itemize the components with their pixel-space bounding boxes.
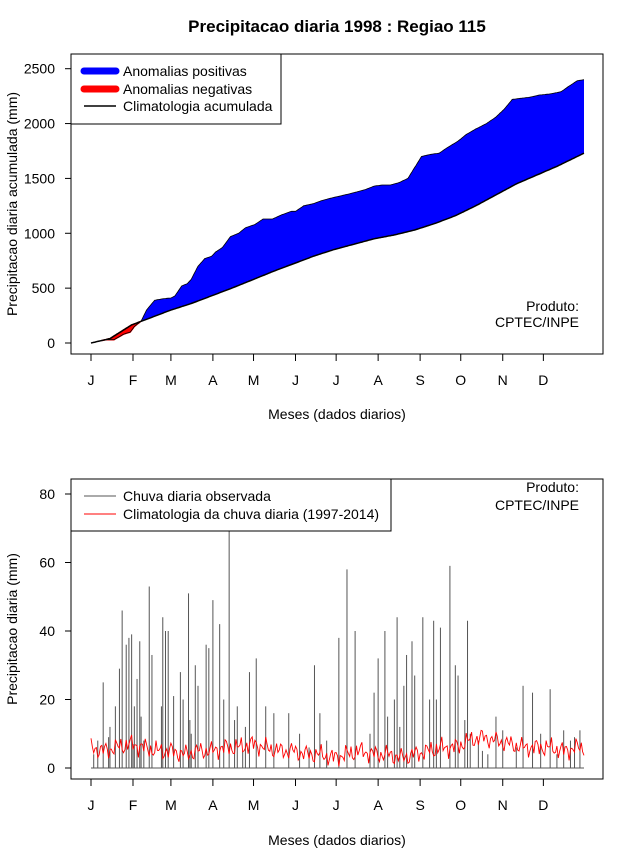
bottom-x-tick-label: N (498, 797, 508, 813)
top-y-tick-label: 1000 (24, 225, 55, 241)
bottom-y-axis: 0 20 40 60 80 (39, 486, 72, 776)
top-y-tick-label: 1500 (24, 170, 55, 186)
top-x-tick-label: O (455, 372, 466, 388)
top-x-tick-label: M (165, 372, 177, 388)
legend-label-climatology: Climatologia acumulada (123, 98, 273, 114)
top-product-note: Produto: CPTEC/INPE (495, 298, 579, 330)
product-note-line: Produto: (526, 298, 579, 314)
top-x-axis-label: Meses (dados diarios) (268, 406, 406, 422)
climatology-cumulative-line (90, 152, 585, 344)
top-x-tick-label: J (333, 372, 340, 388)
top-x-tick-label: D (538, 372, 548, 388)
legend-label-daily-climatology: Climatologia da chuva diaria (1997-2014) (123, 506, 379, 522)
top-y-axis-label: Precipitacao diaria acumulada (mm) (4, 92, 20, 316)
top-x-tick-label: J (292, 372, 299, 388)
bottom-legend: Chuva diaria observada Climatologia da c… (70, 478, 392, 532)
top-x-tick-label: S (415, 372, 424, 388)
top-x-tick-label: F (129, 372, 138, 388)
top-x-tick-label: A (373, 372, 383, 388)
top-y-axis: 0 500 1000 1500 2000 2500 (24, 61, 72, 351)
bottom-plot-area (90, 528, 585, 769)
bottom-y-tick-label: 60 (39, 555, 55, 571)
top-y-tick-label: 500 (32, 280, 56, 296)
top-y-tick-label: 2000 (24, 116, 55, 132)
bottom-y-tick-label: 20 (39, 692, 55, 708)
bottom-y-axis-label: Precipitacao diaria (mm) (4, 553, 20, 705)
top-x-tick-label: A (208, 372, 218, 388)
bottom-x-tick-label: J (88, 797, 95, 813)
bottom-y-tick-label: 0 (47, 760, 55, 776)
observed-cumulative-line (90, 79, 585, 344)
product-note-line: CPTEC/INPE (495, 314, 579, 330)
bottom-product-note: Produto: CPTEC/INPE (495, 479, 579, 513)
bottom-legend-box (70, 478, 392, 532)
bottom-y-tick-label: 40 (39, 623, 55, 639)
top-x-tick-label: N (498, 372, 508, 388)
bottom-x-axis-label: Meses (dados diarios) (268, 832, 406, 848)
bottom-x-tick-label: F (129, 797, 138, 813)
top-y-tick-label: 0 (47, 335, 55, 351)
product-note-line: Produto: (526, 479, 579, 495)
bottom-x-tick-label: D (538, 797, 548, 813)
top-x-tick-label: J (88, 372, 95, 388)
bottom-x-tick-label: J (292, 797, 299, 813)
top-x-tick-label: M (248, 372, 260, 388)
top-legend: Anomalias positivas Anomalias negativas … (70, 53, 282, 125)
legend-label-negative: Anomalias negativas (123, 81, 252, 97)
bottom-y-tick-label: 80 (39, 486, 55, 502)
product-note-line: CPTEC/INPE (495, 497, 579, 513)
bottom-x-tick-label: A (208, 797, 218, 813)
bottom-x-tick-label: J (333, 797, 340, 813)
top-chart-title: Precipitacao diaria 1998 : Regiao 115 (188, 17, 486, 36)
legend-label-positive: Anomalias positivas (123, 63, 247, 79)
climatology-daily-line (90, 729, 585, 767)
legend-label-observed: Chuva diaria observada (123, 488, 271, 504)
bottom-x-tick-label: M (248, 797, 260, 813)
bottom-x-tick-label: M (165, 797, 177, 813)
top-y-tick-label: 2500 (24, 61, 55, 77)
top-plot-area (90, 79, 585, 344)
positive-anomaly-area (91, 79, 584, 343)
bottom-x-tick-label: S (415, 797, 424, 813)
bottom-x-tick-label: A (373, 797, 383, 813)
bottom-x-tick-label: O (455, 797, 466, 813)
